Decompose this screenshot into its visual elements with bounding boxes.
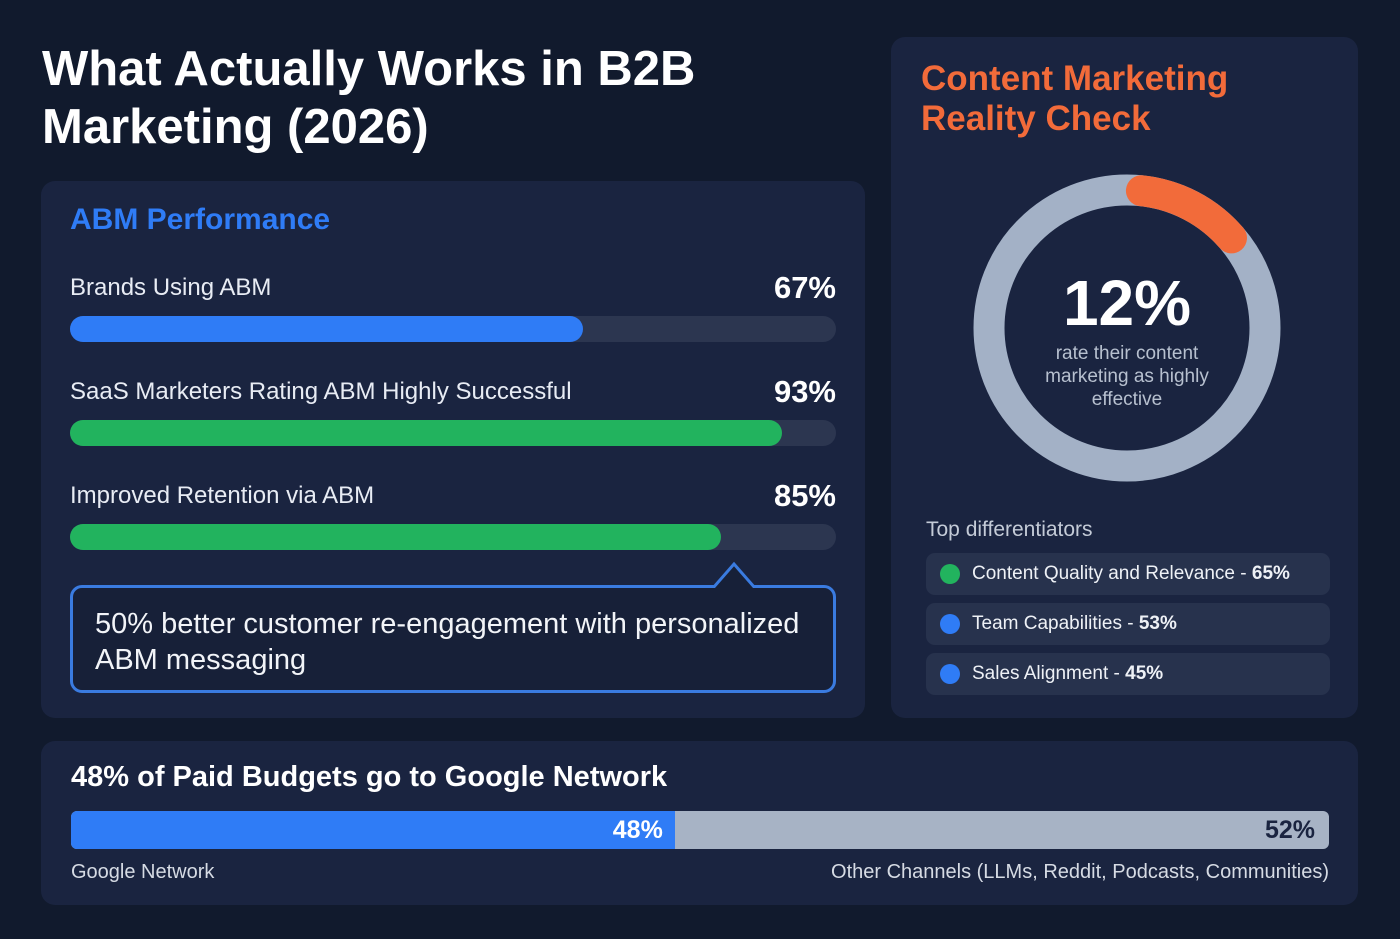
progress-track [70,420,836,446]
differentiator-item: Team Capabilities - 53% [926,603,1330,645]
google-value: 48% [612,816,663,844]
budget-card: 48% of Paid Budgets go to Google Network… [41,741,1358,905]
other-value: 52% [1264,816,1315,844]
progress-fill [70,316,584,342]
differentiator-label: Content Quality and Relevance - [972,563,1252,584]
content-card: Content Marketing Reality Check 12% rate… [891,37,1358,718]
blue-dot-icon [940,664,960,684]
budget-bar-google: 48% [71,811,675,849]
donut-value: 12% [1062,267,1192,339]
callout-text: 50% better customer re-engagement with p… [95,608,800,676]
donut-caption: rate their content marketing as highly e… [1045,343,1209,410]
blue-dot-icon [940,614,960,634]
budget-heading: 48% of Paid Budgets go to Google Network [71,761,668,793]
differentiator-item: Sales Alignment - 45% [926,653,1330,695]
abm-row-label: SaaS Marketers Rating ABM Highly Success… [70,378,572,405]
google-label: Google Network [71,861,215,883]
callout-box: 50% better customer re-engagement with p… [70,561,836,693]
abm-row-value: 85% [773,478,836,513]
donut-center: 12% rate their content marketing as high… [973,174,1281,482]
progress-track [70,524,836,550]
donut-chart [973,174,1281,482]
abm-card: ABM Performance Brands Using ABM 67% Saa… [41,181,865,718]
differentiator-label: Sales Alignment - [972,663,1126,684]
budget-bar: 48% 52% [71,811,1329,849]
abm-row-value: 93% [773,374,836,409]
abm-row-label: Brands Using ABM [70,274,272,301]
green-dot-icon [940,564,960,584]
callout-pointer [713,561,755,588]
abm-row-label: Improved Retention via ABM [70,482,375,509]
differentiator-value: 65% [1251,563,1290,584]
differentiator-value: 53% [1138,613,1177,634]
donut-slice-effective [973,174,1281,482]
differentiator-label: Team Capabilities - [972,613,1139,634]
other-label: Other Channels (LLMs, Reddit, Podcasts, … [831,861,1329,883]
progress-fill [70,420,783,446]
progress-track [70,316,836,342]
abm-heading: ABM Performance [70,203,331,236]
differentiator-value: 45% [1125,663,1164,684]
differentiators-heading: Top differentiators [926,518,1093,541]
differentiator-item: Content Quality and Relevance - 65% [926,553,1330,595]
page-title: What Actually Works in B2B Marketing (20… [42,42,696,154]
progress-fill [70,524,722,550]
content-heading: Content Marketing Reality Check [921,59,1229,138]
abm-row-value: 67% [773,270,836,305]
